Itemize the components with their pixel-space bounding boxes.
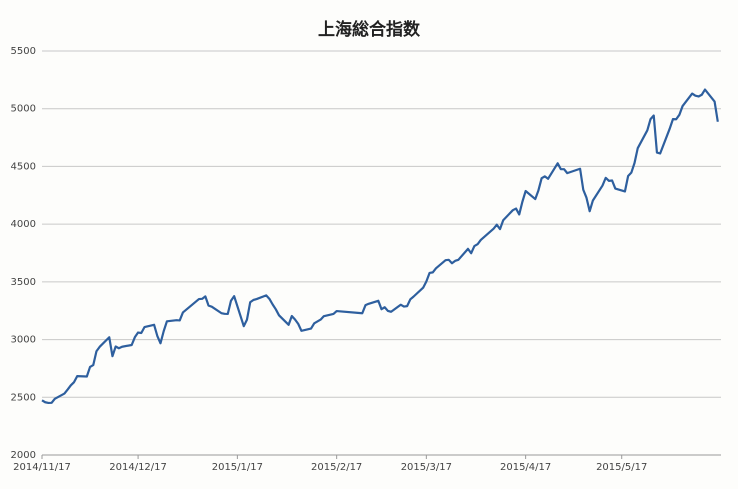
y-tick-label: 3500 [11, 277, 36, 288]
x-tick-label: 2015/1/17 [212, 462, 263, 473]
y-tick-label: 5500 [11, 46, 36, 57]
x-tick-label: 2014/12/17 [109, 462, 167, 473]
x-tick-label: 2014/11/17 [13, 462, 71, 473]
y-tick-label: 2000 [11, 450, 36, 461]
x-tick-label: 2015/2/17 [311, 462, 362, 473]
chart-title: 上海総合指数 [318, 19, 421, 40]
y-tick-label: 5000 [11, 104, 36, 115]
y-tick-label: 4000 [11, 219, 36, 230]
y-tick-label: 4500 [11, 161, 36, 172]
y-tick-label: 3000 [11, 335, 36, 346]
x-tick-label: 2015/5/17 [596, 462, 647, 473]
x-tick-label: 2015/3/17 [401, 462, 452, 473]
x-tick-label: 2015/4/17 [500, 462, 551, 473]
line [41, 88, 719, 405]
y-tick-label: 2500 [11, 392, 36, 403]
